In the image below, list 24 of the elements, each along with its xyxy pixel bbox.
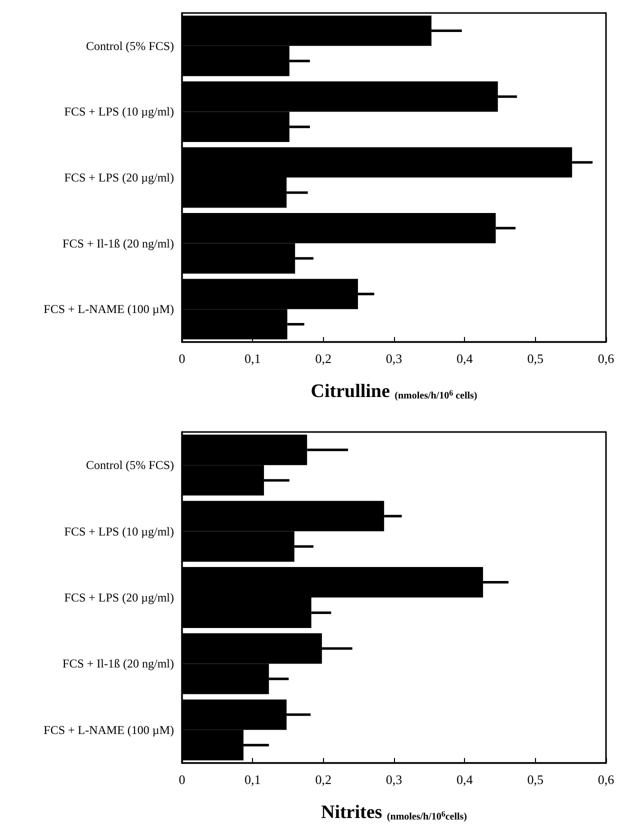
x-tick-label: 0,4 xyxy=(456,772,474,787)
x-tick-label: 0,4 xyxy=(456,351,474,366)
x-tick-label: 0,5 xyxy=(527,351,544,366)
y-tick-label: FCS + LPS (20 µg/ml) xyxy=(64,170,174,184)
x-tick-label: 0,3 xyxy=(386,351,402,366)
x-tick-label: 0,5 xyxy=(527,772,544,787)
x-tick-label: 0 xyxy=(178,772,186,787)
x-tick-label: 0,6 xyxy=(598,351,615,366)
y-tick-label: FCS + Il-1ß (20 ng/ml) xyxy=(62,656,174,671)
y-tick-label: FCS + Il-1ß (20 ng/ml) xyxy=(62,236,174,250)
x-tick-label: 0 xyxy=(178,351,186,366)
y-tick-label: Control (5% FCS) xyxy=(86,458,174,472)
y-tick-label: FCS + LPS (10 µg/ml) xyxy=(64,104,174,119)
y-tick-label: FCS + LPS (10 µg/ml) xyxy=(64,524,174,538)
x-tick-label: 0,2 xyxy=(315,772,332,787)
y-tick-label: FCS + L-NAME (100 µM) xyxy=(44,302,174,316)
x-tick-label: 0,3 xyxy=(386,772,402,787)
x-tick-label: 0,1 xyxy=(244,772,261,787)
x-tick-label: 0,2 xyxy=(315,351,332,366)
y-tick-label: FCS + LPS (20 µg/ml) xyxy=(64,590,174,604)
y-tick-label: FCS + L-NAME (100 µM) xyxy=(44,722,174,737)
y-tick-label: Control (5% FCS) xyxy=(86,38,174,53)
x-tick-label: 0,1 xyxy=(244,351,261,366)
x-tick-label: 0,6 xyxy=(598,772,615,787)
